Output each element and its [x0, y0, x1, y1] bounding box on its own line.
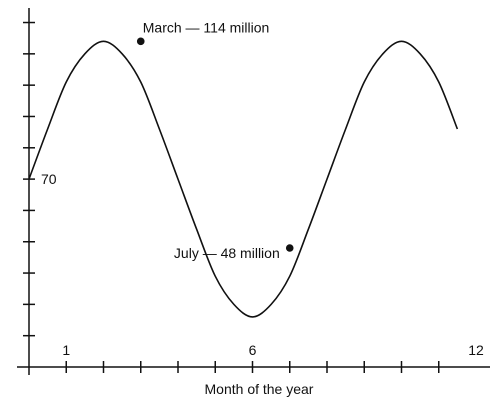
x-tick-label: 6	[249, 342, 257, 358]
labels: March — 114 million July — 48 million 70 1 6…	[41, 19, 484, 397]
x-tick-label: 1	[62, 342, 70, 358]
annotation-points	[136, 37, 294, 252]
y-tick-label: 70	[41, 171, 57, 187]
annotation-label: March — 114 million	[143, 19, 270, 35]
annotation-point	[136, 37, 145, 46]
annotation-point	[285, 244, 294, 252]
series	[28, 40, 459, 318]
x-axis-label: Month of the year	[205, 381, 314, 397]
series-line	[28, 40, 459, 318]
x-tick-label: 12	[468, 342, 484, 358]
annotation-label: July — 48 million	[174, 245, 280, 261]
axes	[17, 8, 490, 375]
